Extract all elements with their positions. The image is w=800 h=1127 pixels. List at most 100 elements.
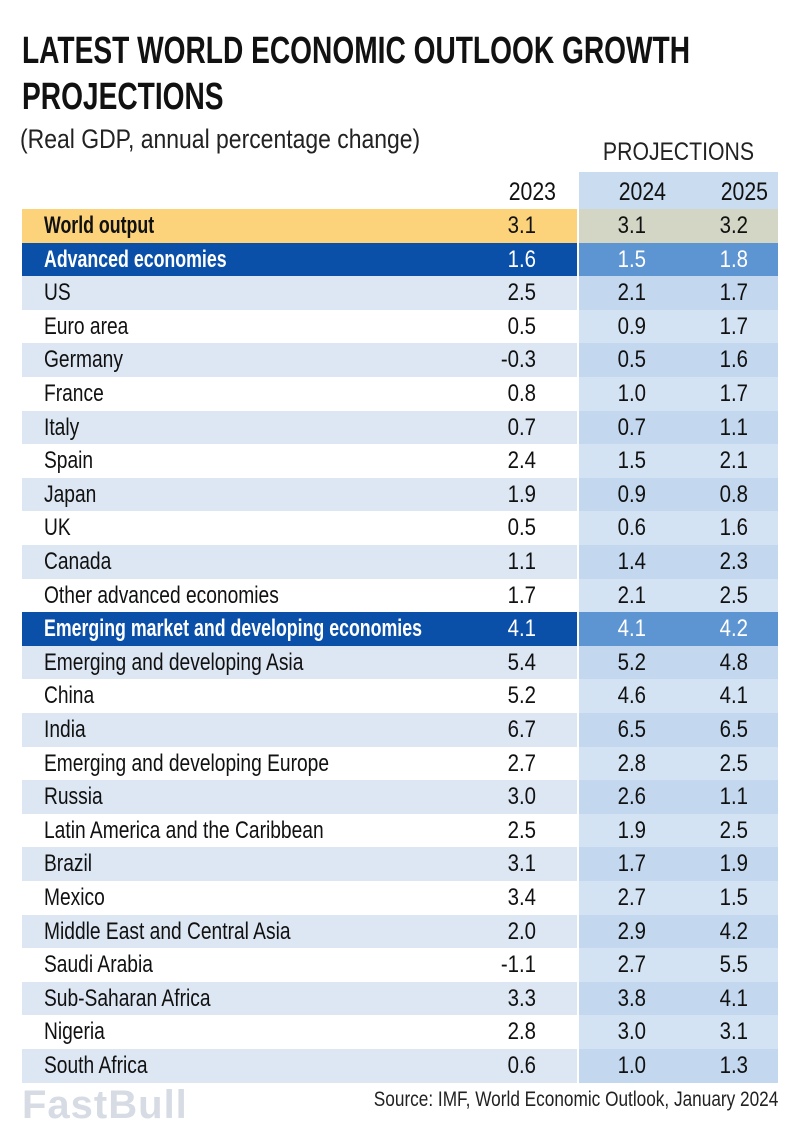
value-2024: 4.1 xyxy=(617,615,646,643)
value-2024: 2.6 xyxy=(617,783,646,811)
table-row: UK 0.5 0.6 1.6 xyxy=(22,511,778,545)
table-row: Nigeria 2.8 3.0 3.1 xyxy=(22,1015,778,1049)
value-2024: 3.1 xyxy=(617,212,646,239)
projections-label: PROJECTIONS xyxy=(602,138,755,166)
column-divider xyxy=(577,410,579,445)
table-row: US 2.5 2.1 1.7 xyxy=(22,276,778,310)
projection-cell-background xyxy=(579,477,778,512)
watermark: FastBull xyxy=(22,1083,188,1127)
value-2023: 2.0 xyxy=(507,917,536,945)
value-2025: 1.5 xyxy=(719,884,748,911)
value-2025: 1.7 xyxy=(719,380,748,407)
value-2023: 3.4 xyxy=(507,884,536,911)
value-2025: 4.2 xyxy=(719,615,748,643)
value-2025: 0.8 xyxy=(719,480,748,508)
value-2023: 6.7 xyxy=(507,716,536,743)
row-background xyxy=(22,713,579,747)
value-2023: 0.8 xyxy=(507,380,536,407)
row-background xyxy=(22,679,579,713)
value-2024: 0.5 xyxy=(617,346,646,374)
value-2024: 0.6 xyxy=(617,514,646,542)
table-row: Other advanced economies 1.7 2.1 2.5 xyxy=(22,578,778,613)
value-2025: 3.2 xyxy=(719,212,748,239)
value-2024: 1.7 xyxy=(617,850,646,878)
column-divider xyxy=(577,645,579,680)
projection-cell-background xyxy=(579,679,778,713)
column-divider xyxy=(577,209,579,243)
projection-cell-background xyxy=(579,1049,778,1083)
row-background xyxy=(22,444,579,478)
row-label: Emerging market and developing economies xyxy=(44,615,422,643)
value-2024: 2.7 xyxy=(617,951,646,979)
value-2024: 3.8 xyxy=(617,984,646,1012)
row-label: France xyxy=(44,380,104,407)
table-row: Germany -0.3 0.5 1.6 xyxy=(22,343,778,377)
value-2024: 2.8 xyxy=(617,749,646,777)
value-2025: 1.9 xyxy=(719,850,748,878)
value-2023: 1.9 xyxy=(507,480,536,508)
value-2023: 3.1 xyxy=(507,850,536,878)
row-background xyxy=(22,1015,579,1049)
value-2023: 0.6 xyxy=(507,1052,536,1079)
row-label: Canada xyxy=(44,548,112,575)
value-2023: 2.4 xyxy=(507,447,536,475)
value-2023: 1.7 xyxy=(507,581,536,609)
row-label: Emerging and developing Asia xyxy=(44,648,304,676)
table-row: Sub-Saharan Africa 3.3 3.8 4.1 xyxy=(22,981,778,1016)
row-label: Latin America and the Caribbean xyxy=(44,816,324,844)
projection-cell-background xyxy=(579,914,778,949)
table-row: Latin America and the Caribbean 2.5 1.9 2.5 xyxy=(22,813,778,848)
column-divider xyxy=(577,847,579,881)
value-2025: 1.6 xyxy=(719,346,748,374)
row-label: Mexico xyxy=(44,884,105,911)
row-label: Emerging and developing Europe xyxy=(44,749,329,777)
value-2025: 1.1 xyxy=(719,413,748,441)
row-background xyxy=(22,578,579,613)
row-label: India xyxy=(44,716,86,743)
value-2023: 2.7 xyxy=(507,749,536,777)
value-2025: 4.8 xyxy=(719,648,748,676)
column-header-2023: 2023 xyxy=(508,178,556,206)
row-label: US xyxy=(44,279,71,307)
column-divider xyxy=(577,948,579,982)
table-row: Russia 3.0 2.6 1.1 xyxy=(22,780,778,814)
value-2024: 5.2 xyxy=(617,648,646,676)
column-divider xyxy=(577,276,579,310)
value-2025: 5.5 xyxy=(719,951,748,979)
table-row: Emerging and developing Europe 2.7 2.8 2.5 xyxy=(22,746,778,781)
projection-cell-background xyxy=(579,309,778,344)
value-2023: 0.5 xyxy=(507,514,536,542)
value-2024: 1.5 xyxy=(617,447,646,475)
projection-cell-background xyxy=(579,746,778,781)
row-background xyxy=(22,914,579,949)
projection-cell-background xyxy=(579,545,778,579)
value-2024: 0.7 xyxy=(617,413,646,441)
row-label: Russia xyxy=(44,783,103,811)
value-2023: 3.3 xyxy=(507,984,536,1012)
projection-cell-background xyxy=(579,343,778,377)
value-2025: 4.1 xyxy=(719,984,748,1012)
table-row: Advanced economies 1.6 1.5 1.8 xyxy=(22,242,778,277)
value-2024: 3.0 xyxy=(617,1018,646,1046)
value-2023: 2.5 xyxy=(507,279,536,307)
projection-cell-background xyxy=(579,847,778,881)
row-background xyxy=(22,645,579,680)
table-row: Emerging market and developing economies… xyxy=(22,612,778,646)
projection-cell-background xyxy=(579,209,778,243)
projection-cell-background xyxy=(579,410,778,445)
value-2024: 2.1 xyxy=(617,581,646,609)
value-2024: 2.1 xyxy=(617,279,646,307)
row-label: Germany xyxy=(44,346,123,374)
table-row: France 0.8 1.0 1.7 xyxy=(22,377,778,411)
table-row: Spain 2.4 1.5 2.1 xyxy=(22,444,778,478)
row-label: World output xyxy=(44,212,155,239)
value-2024: 4.6 xyxy=(617,682,646,710)
projection-cell-background xyxy=(579,377,778,411)
row-background xyxy=(22,276,579,310)
row-label: Sub-Saharan Africa xyxy=(44,984,211,1012)
row-background xyxy=(22,847,579,881)
value-2024: 1.9 xyxy=(617,816,646,844)
row-background xyxy=(22,343,579,377)
row-background xyxy=(22,813,579,848)
